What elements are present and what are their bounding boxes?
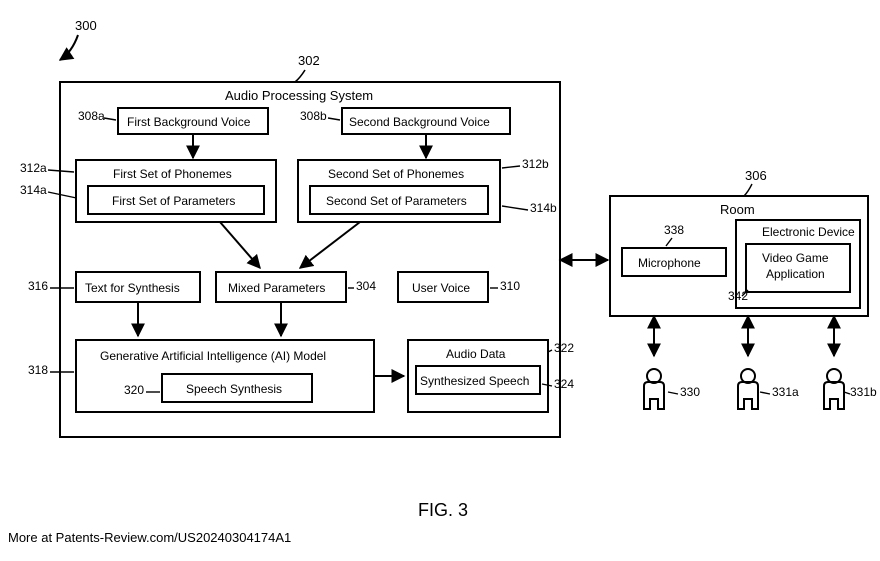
ref-320: 320 — [124, 383, 144, 397]
ref-331a: 331a — [772, 385, 799, 399]
ref-330: 330 — [680, 385, 700, 399]
second-bg-voice-label: Second Background Voice — [349, 115, 490, 129]
person-icon — [738, 369, 758, 409]
ref-300: 300 — [75, 18, 97, 33]
second-phonemes-label: Second Set of Phonemes — [328, 167, 464, 181]
second-params-label: Second Set of Parameters — [326, 194, 467, 208]
ref-338: 338 — [664, 223, 684, 237]
user-voice-label: User Voice — [412, 281, 470, 295]
mixed-params-label: Mixed Parameters — [228, 281, 325, 295]
ref-308a: 308a — [78, 109, 105, 123]
ref-324: 324 — [554, 377, 574, 391]
ref-306: 306 — [745, 168, 767, 183]
electronic-device-label: Electronic Device — [762, 225, 855, 239]
ref-310: 310 — [500, 279, 520, 293]
ref-318: 318 — [28, 363, 48, 377]
room-title: Room — [720, 202, 755, 217]
ref-314b: 314b — [530, 201, 557, 215]
ref-312b: 312b — [522, 157, 549, 171]
video-game-app-label2: Application — [766, 267, 825, 281]
ai-model-label: Generative Artificial Intelligence (AI) … — [100, 349, 326, 363]
person-icon — [644, 369, 664, 409]
video-game-app-label1: Video Game — [762, 251, 829, 265]
ref-308b: 308b — [300, 109, 327, 123]
microphone-label: Microphone — [638, 256, 701, 270]
ref-314a: 314a — [20, 183, 47, 197]
ref-331b: 331b — [850, 385, 877, 399]
audio-data-label: Audio Data — [446, 347, 506, 361]
footer-note: More at Patents-Review.com/US20240304174… — [8, 530, 291, 545]
text-synth-label: Text for Synthesis — [85, 281, 180, 295]
ref-316: 316 — [28, 279, 48, 293]
audio-processing-system-title: Audio Processing System — [225, 88, 373, 103]
ref-304: 304 — [356, 279, 376, 293]
first-bg-voice-label: First Background Voice — [127, 115, 251, 129]
ref-302: 302 — [298, 53, 320, 68]
first-phonemes-label: First Set of Phonemes — [113, 167, 232, 181]
ref-342: 342 — [728, 289, 748, 303]
figure-caption: FIG. 3 — [418, 500, 468, 520]
first-params-label: First Set of Parameters — [112, 194, 235, 208]
ref-312a: 312a — [20, 161, 47, 175]
speech-synth-label: Speech Synthesis — [186, 382, 282, 396]
ref-322: 322 — [554, 341, 574, 355]
person-icon — [824, 369, 844, 409]
synth-speech-label: Synthesized Speech — [420, 374, 529, 388]
